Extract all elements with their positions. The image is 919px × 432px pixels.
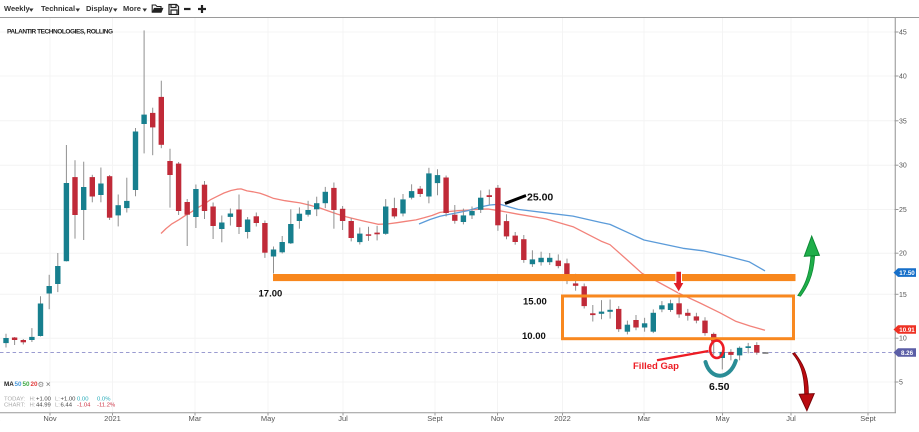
- svg-text:17.50: 17.50: [899, 270, 915, 277]
- svg-text:17.00: 17.00: [259, 288, 283, 299]
- svg-text:PALANTIR TECHNOLOGIES, ROLLING: PALANTIR TECHNOLOGIES, ROLLING: [7, 29, 113, 36]
- svg-text:0.00: 0.00: [77, 396, 89, 402]
- svg-text:-11.2%: -11.2%: [97, 403, 116, 409]
- svg-text:50: 50: [15, 381, 23, 388]
- svg-text:May: May: [261, 414, 275, 423]
- svg-text:45: 45: [899, 30, 907, 37]
- svg-text:15: 15: [899, 292, 907, 299]
- svg-text:6.44: 6.44: [61, 403, 73, 409]
- svg-text:-1.04: -1.04: [77, 403, 91, 409]
- svg-text:Nov: Nov: [43, 414, 57, 423]
- svg-text:H:: H:: [30, 403, 36, 409]
- svg-text:May: May: [715, 414, 729, 423]
- svg-text:30: 30: [899, 163, 907, 170]
- svg-text:44.99: 44.99: [36, 403, 51, 409]
- svg-text:2022: 2022: [554, 414, 571, 423]
- svg-text:+1.00: +1.00: [61, 396, 77, 402]
- svg-text:⚙: ⚙: [38, 380, 45, 389]
- svg-text:CHART:: CHART:: [4, 403, 26, 409]
- svg-text:20: 20: [899, 251, 907, 258]
- svg-text:Sept: Sept: [860, 414, 876, 423]
- svg-text:Jul: Jul: [786, 414, 796, 423]
- svg-text:8.26: 8.26: [901, 350, 914, 357]
- svg-text:Filled Gap: Filled Gap: [633, 361, 679, 372]
- svg-text:MA: MA: [4, 381, 14, 388]
- svg-text:40: 40: [899, 74, 907, 81]
- svg-text:50: 50: [23, 381, 31, 388]
- svg-text:Jul: Jul: [338, 414, 348, 423]
- svg-text:25.00: 25.00: [527, 192, 553, 204]
- svg-text:20: 20: [31, 381, 39, 388]
- svg-text:+1.00: +1.00: [36, 396, 52, 402]
- svg-text:Mar: Mar: [189, 414, 202, 423]
- svg-text:15.00: 15.00: [523, 297, 547, 308]
- svg-text:35: 35: [899, 118, 907, 125]
- svg-text:6.50: 6.50: [709, 381, 730, 393]
- svg-text:10: 10: [899, 336, 907, 343]
- svg-text:L:: L:: [55, 396, 60, 402]
- svg-text:TODAY:: TODAY:: [4, 396, 25, 402]
- svg-text:Mar: Mar: [638, 414, 651, 423]
- svg-text:Sept: Sept: [427, 414, 443, 423]
- svg-text:Nov: Nov: [491, 414, 505, 423]
- svg-text:0.0%: 0.0%: [97, 396, 111, 402]
- svg-text:H:: H:: [30, 396, 36, 402]
- svg-text:L:: L:: [55, 403, 60, 409]
- svg-text:2021: 2021: [104, 414, 121, 423]
- svg-text:✕: ✕: [46, 382, 51, 389]
- svg-text:25: 25: [899, 207, 907, 214]
- svg-text:10.91: 10.91: [899, 327, 915, 334]
- svg-text:10.00: 10.00: [522, 331, 546, 342]
- svg-text:5: 5: [899, 380, 903, 387]
